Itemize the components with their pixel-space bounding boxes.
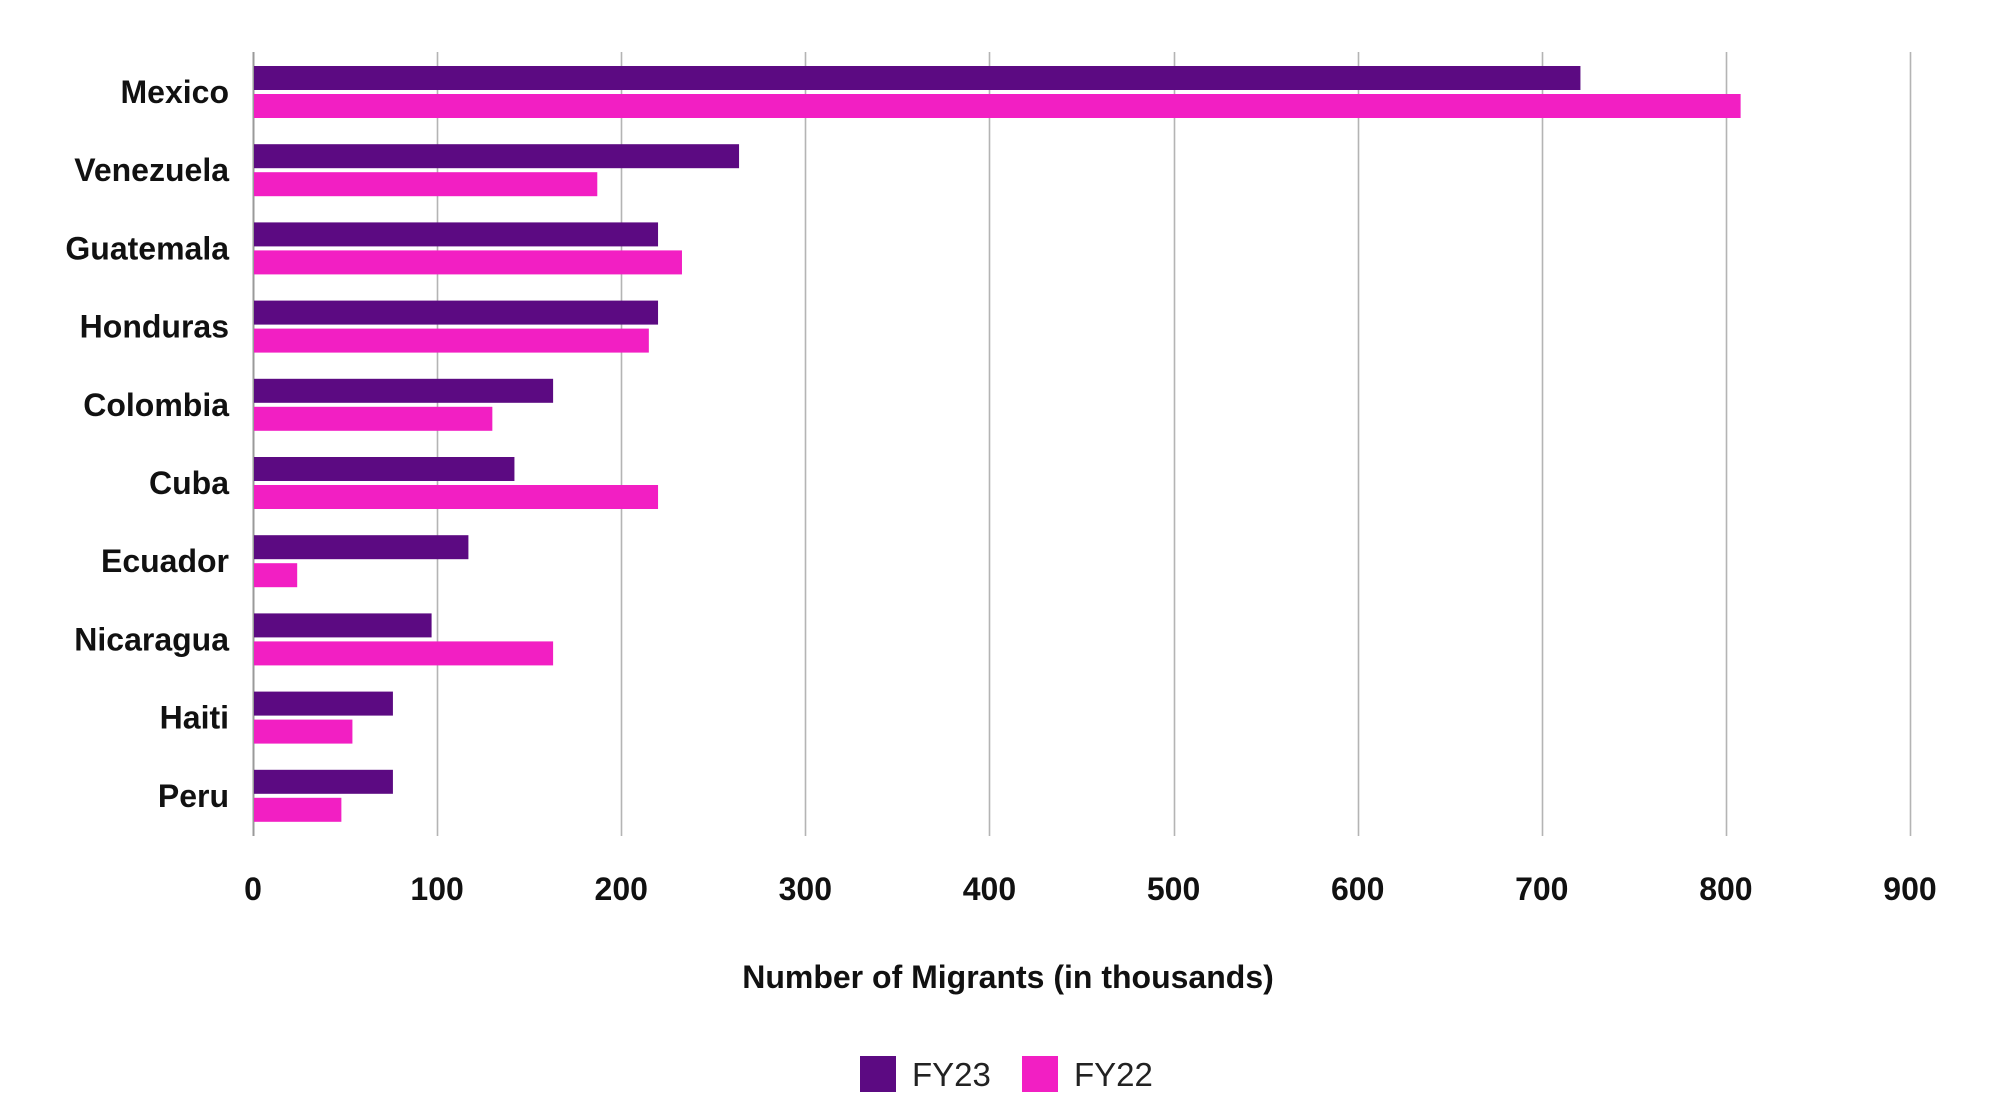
x-tick-label-900: 900: [1883, 871, 1936, 907]
bar-fy22-ecuador: [254, 563, 298, 588]
bar-fy22-honduras: [254, 328, 649, 353]
bar-fy23-venezuela: [254, 144, 740, 169]
category-labels: Mexico Venezuela Guatemala Honduras Colombia…: [65, 74, 229, 814]
category-label-haiti: Haiti: [160, 700, 229, 736]
bar-fy22-cuba: [254, 485, 659, 509]
gridlines: [252, 52, 1912, 836]
category-label-mexico: Mexico: [121, 74, 229, 110]
bar-fy22-haiti: [254, 719, 353, 744]
x-tick-label-100: 100: [410, 871, 463, 907]
bar-fy22-colombia: [254, 406, 493, 431]
x-axis-title: Number of Migrants (in thousands): [742, 959, 1274, 995]
legend: FY23 FY22: [860, 1056, 1153, 1093]
category-label-cuba: Cuba: [149, 465, 229, 501]
bar-fy22-venezuela: [254, 172, 598, 197]
bar-fy23-honduras: [254, 300, 659, 325]
bar-fy23-cuba: [254, 457, 515, 481]
x-tick-label-600: 600: [1331, 871, 1384, 907]
x-tick-label-200: 200: [595, 871, 648, 907]
category-label-venezuela: Venezuela: [74, 152, 229, 188]
category-label-colombia: Colombia: [83, 387, 229, 423]
bar-fy23-haiti: [254, 691, 393, 716]
bar-fy23-nicaragua: [254, 613, 432, 638]
category-label-ecuador: Ecuador: [101, 543, 229, 579]
legend-label-fy22: FY22: [1074, 1056, 1153, 1093]
legend-swatch-fy23: [860, 1056, 896, 1092]
bar-fy22-mexico: [254, 94, 1741, 118]
bar-fy23-ecuador: [254, 535, 469, 560]
category-label-guatemala: Guatemala: [65, 230, 229, 266]
legend-label-fy23: FY23: [912, 1056, 991, 1093]
bar-fy23-colombia: [254, 378, 554, 403]
x-tick-label-500: 500: [1147, 871, 1200, 907]
category-label-nicaragua: Nicaragua: [74, 621, 229, 657]
bar-fy22-peru: [254, 797, 342, 822]
x-tick-label-800: 800: [1699, 871, 1752, 907]
x-tick-label-0: 0: [244, 871, 262, 907]
legend-swatch-fy22: [1022, 1056, 1058, 1092]
bar-fy23-guatemala: [254, 222, 659, 247]
bar-fy22-nicaragua: [254, 641, 554, 666]
category-label-honduras: Honduras: [80, 309, 229, 345]
category-label-peru: Peru: [158, 778, 229, 814]
bar-fy22-guatemala: [254, 250, 682, 275]
x-tick-label-700: 700: [1515, 871, 1568, 907]
bar-fy23-mexico: [254, 66, 1581, 90]
x-tick-label-400: 400: [963, 871, 1016, 907]
x-tick-labels: 0 100 200 300 400 500 600 700 800 900: [244, 871, 1937, 907]
x-tick-label-300: 300: [779, 871, 832, 907]
bars: [254, 66, 1741, 822]
bar-fy23-peru: [254, 769, 393, 794]
